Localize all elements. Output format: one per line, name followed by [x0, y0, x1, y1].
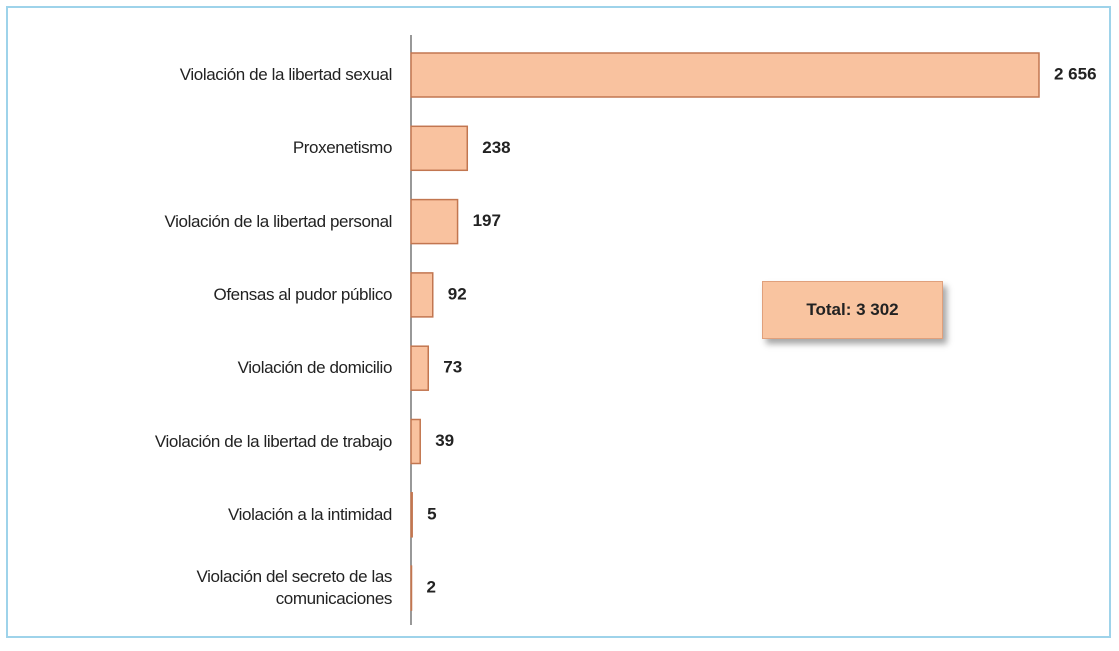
bar — [410, 418, 421, 465]
bar — [410, 125, 469, 172]
category-label: Violación de domicilio — [237, 358, 393, 378]
value-label: 2 656 — [1054, 64, 1097, 83]
value-label: 197 — [473, 211, 501, 230]
value-label: 5 — [427, 504, 436, 523]
category-label: Violación de la libertad de trabajo — [154, 431, 392, 451]
category-label: Proxenetismo — [292, 138, 393, 158]
total-annotation: Total: 3 302 — [762, 281, 943, 339]
value-label: 39 — [435, 431, 454, 450]
bar — [410, 345, 430, 391]
value-label: 238 — [482, 138, 510, 157]
bar — [410, 272, 434, 318]
bar — [410, 52, 1040, 98]
value-label: 73 — [443, 358, 462, 377]
category-label: Ofensas al pudor público — [213, 284, 393, 304]
frame — [6, 6, 1111, 638]
category-label: Violación del secreto de las comunicacio… — [196, 567, 393, 609]
bar — [410, 565, 413, 611]
bar — [410, 198, 459, 245]
value-label: 2 — [426, 578, 435, 597]
bar — [410, 492, 413, 538]
value-label: 92 — [448, 284, 467, 303]
category-label: Violación de la libertad sexual — [179, 65, 393, 84]
category-label: Violación de la libertad personal — [164, 211, 393, 231]
category-label: Violación a la intimidad — [228, 504, 392, 524]
